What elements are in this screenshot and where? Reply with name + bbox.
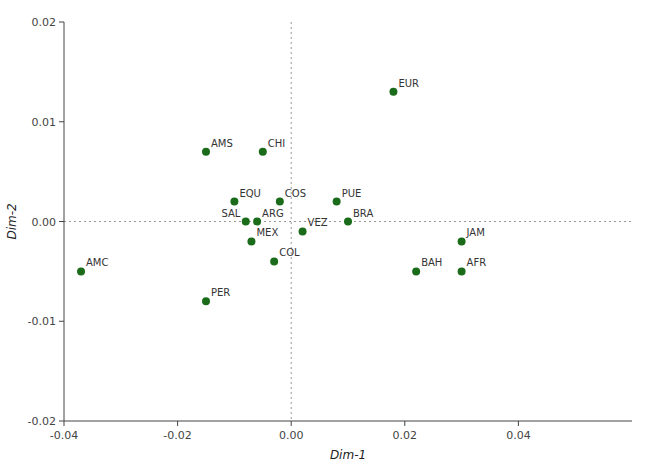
point (230, 198, 238, 206)
x-tick-label: 0.04 (506, 429, 531, 442)
point-label: CHI (268, 138, 285, 149)
point-label: AFR (467, 257, 487, 268)
x-tick (177, 421, 178, 426)
point (276, 198, 284, 206)
y-tick-label: 0.02 (32, 16, 57, 29)
point-label: BRA (353, 208, 373, 219)
y-axis-label: Dim-2 (5, 203, 19, 239)
point-labels: EUR CHI AMS EQU SAL ARGCOS MEXCOL VEZ PUE BRA JAM B… (86, 78, 486, 298)
y-tick (59, 321, 64, 322)
point (458, 267, 466, 275)
y-tick (59, 221, 64, 222)
point-label: ARG (262, 208, 284, 219)
chart: -0.04-0.020.000.020.04-0.02-0.010.000.01… (0, 0, 654, 471)
point-label: PUE (342, 188, 362, 199)
point (202, 148, 210, 156)
y-tick-label: 0.01 (32, 116, 57, 129)
x-tick-label: -0.02 (163, 429, 191, 442)
x-tick (64, 421, 65, 426)
point (299, 227, 307, 235)
x-axis-label: Dim-1 (330, 448, 366, 462)
point (389, 88, 397, 96)
x-tick-label: 0.02 (393, 429, 418, 442)
point-label: VEZ (308, 217, 328, 228)
point-label: JAM (466, 227, 485, 238)
point (253, 218, 261, 226)
x-axis-line (64, 421, 632, 422)
point (242, 218, 250, 226)
y-tick-label: -0.01 (28, 315, 56, 328)
point (202, 297, 210, 305)
x-tick (404, 421, 405, 426)
x-tick-label: -0.04 (50, 429, 78, 442)
point-label: EUR (398, 78, 419, 89)
y-tick (59, 421, 64, 422)
point-label: AMC (86, 257, 108, 268)
y-tick (59, 22, 64, 23)
point (344, 218, 352, 226)
point-label: COS (285, 188, 306, 199)
point-label: EQU (239, 188, 261, 199)
point-label: PER (211, 287, 230, 298)
x-tick (291, 421, 292, 426)
y-tick-label: -0.02 (28, 415, 56, 428)
point-label: SAL (221, 208, 240, 219)
point (270, 257, 278, 265)
point-label: BAH (421, 257, 442, 268)
x-tick-label: 0.00 (279, 429, 304, 442)
point (333, 198, 341, 206)
point (77, 267, 85, 275)
point (259, 148, 267, 156)
x-tick (518, 421, 519, 426)
point (458, 237, 466, 245)
plot-area (64, 22, 632, 421)
y-tick-label: 0.00 (32, 216, 57, 229)
point (247, 237, 255, 245)
y-tick (59, 121, 64, 122)
point-label: AMS (211, 138, 233, 149)
point-label: MEX (256, 227, 278, 238)
point-label: COL (279, 247, 300, 258)
point (412, 267, 420, 275)
